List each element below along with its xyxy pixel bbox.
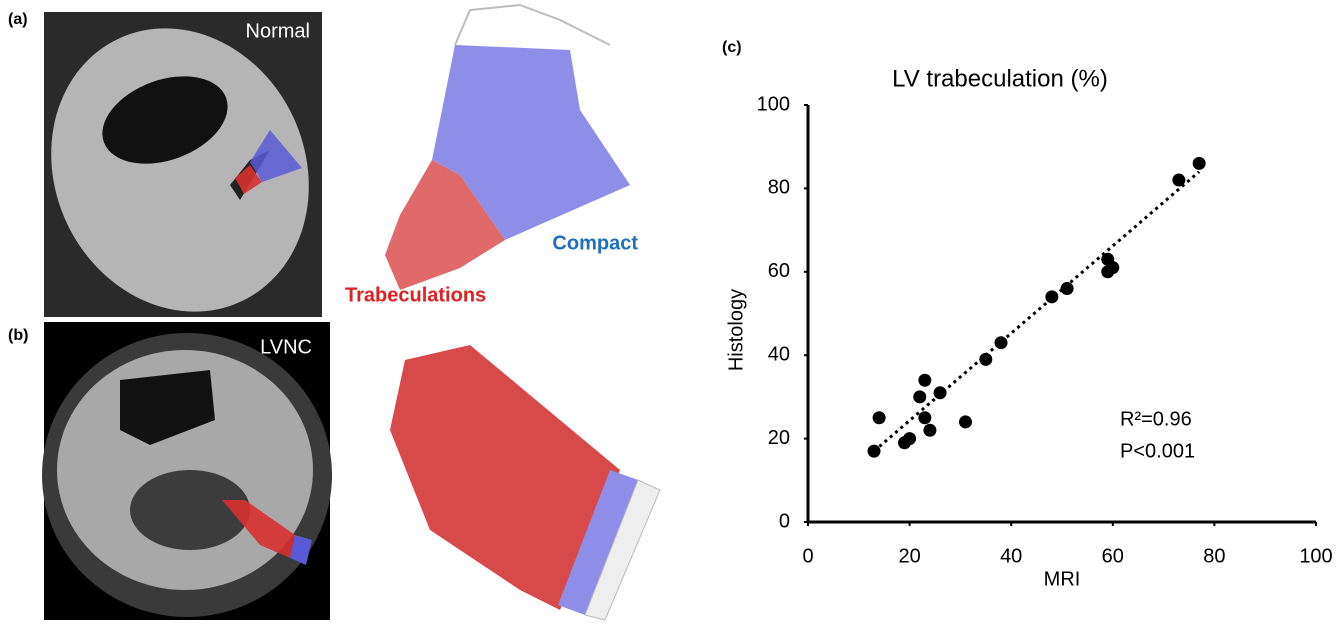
heart [51,28,309,312]
point [994,336,1008,350]
point [933,386,947,400]
point [918,411,932,425]
point [867,444,881,458]
point [1045,290,1059,304]
x-tick-label: 0 [802,545,813,567]
trabeculation-region [235,165,262,194]
x-tick-label: 40 [1000,545,1022,567]
y-tick-label: 60 [768,260,790,282]
point [1060,281,1074,295]
x-tick-label: 20 [898,545,920,567]
point [979,352,993,366]
compact-label: Compact [552,232,638,254]
annotation: P<0.001 [1120,440,1195,462]
point [1106,261,1120,275]
panel-title: LVNC [260,336,312,358]
point [903,432,917,446]
point [1192,156,1206,170]
trendline [873,170,1201,453]
compact-histology [432,45,630,240]
point [923,423,937,437]
panel-title: Normal [246,20,310,42]
y-tick-label: 100 [757,93,790,115]
scatter-chart: (c) LV trabeculation (%) MRI Histology R… [722,39,1195,590]
trabeculation-region [222,500,295,558]
annotation: R²=0.96 [1120,408,1192,430]
panel-label: (a) [8,11,28,28]
tissue-edge [454,3,611,46]
cavity [120,370,215,445]
x-tick-label: 100 [1299,545,1332,567]
point [958,415,972,429]
compact-region [250,130,302,182]
point [872,411,886,425]
panel-label: (b) [8,327,28,344]
point [913,390,927,404]
compact-region [290,535,312,565]
cavity [102,76,228,164]
trabeculation-histology [385,160,505,290]
y-axis-label: Histology [725,289,747,371]
x-tick-label: 60 [1102,545,1124,567]
y-tick-label: 0 [779,510,790,532]
trabeculations-label: Trabeculations [345,284,486,306]
y-tick-label: 40 [768,343,790,365]
cavity [130,470,250,550]
panel-label: (c) [722,39,742,56]
chart-title: LV trabeculation (%) [892,65,1108,92]
trabeculation-histology [390,345,620,610]
y-tick-label: 80 [768,177,790,199]
tissue-edge [584,479,661,621]
x-axis-label: MRI [1044,568,1081,590]
x-tick-label: 80 [1203,545,1225,567]
point [1172,173,1186,187]
y-tick-label: 20 [768,427,790,449]
point [918,373,932,387]
compact-histology [558,470,638,615]
